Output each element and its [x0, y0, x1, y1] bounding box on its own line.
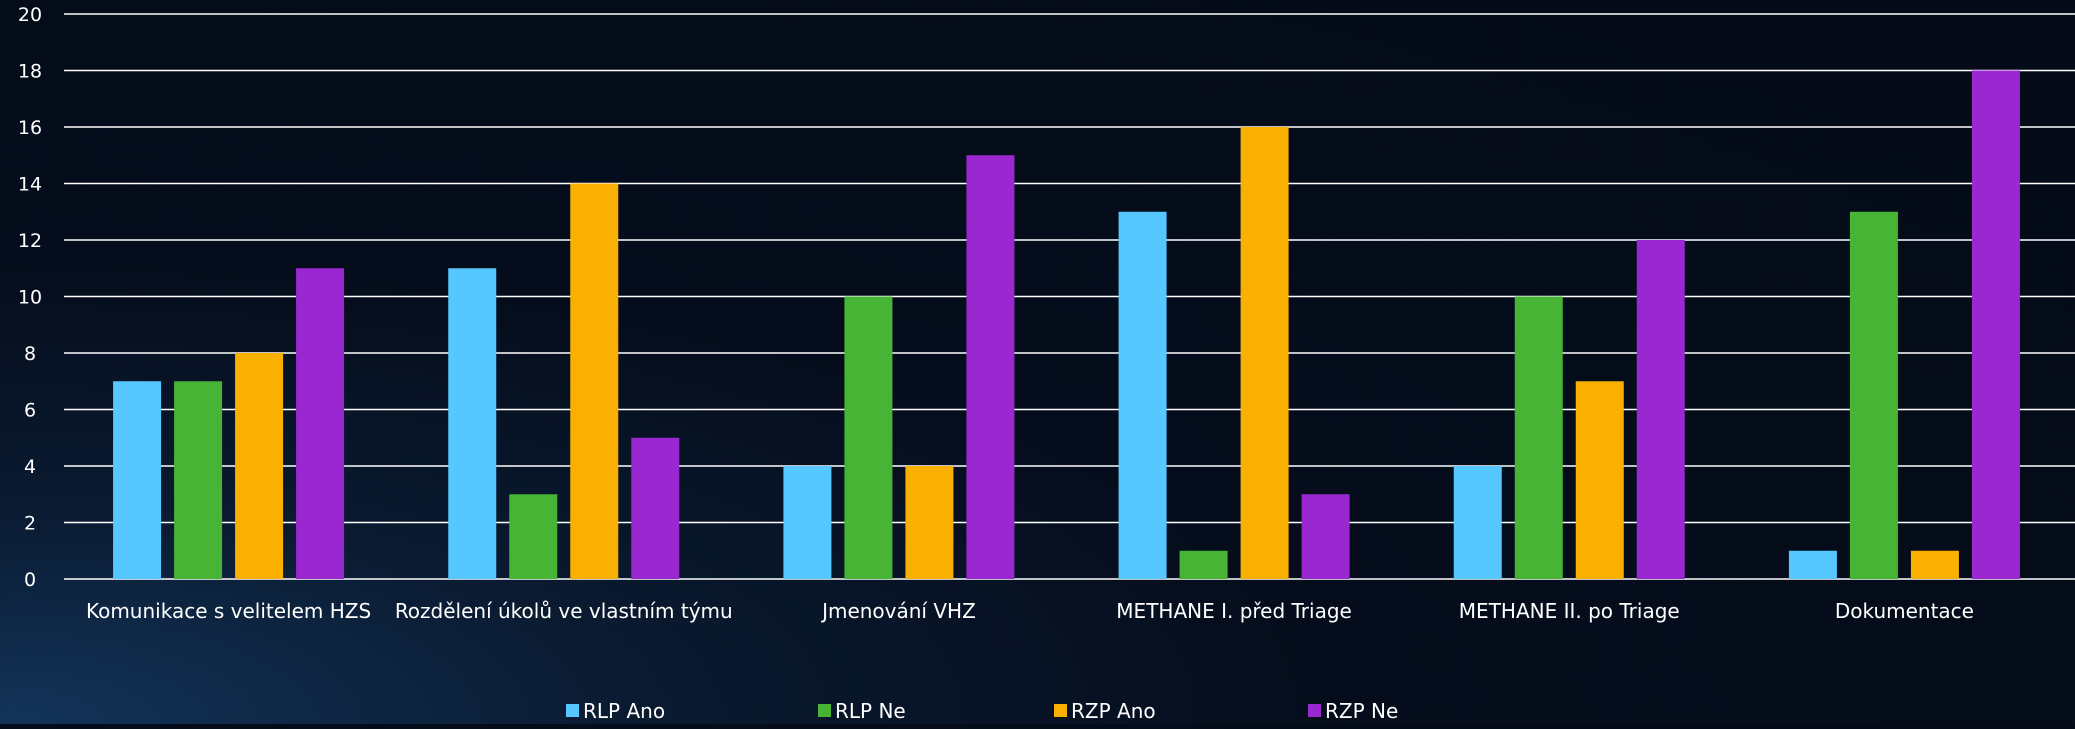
- bar-rlp-ano: [1788, 550, 1837, 579]
- bar-rlp-ano: [1118, 211, 1167, 579]
- y-tick-label: 16: [18, 117, 42, 139]
- legend-swatch: [566, 704, 579, 717]
- legend-swatch: [1054, 704, 1067, 717]
- bar-rlp-ne: [174, 381, 223, 579]
- legend-item: RLP Ano: [566, 699, 665, 723]
- y-tick-label: 4: [24, 456, 36, 478]
- y-tick-label: 10: [18, 287, 42, 309]
- legend-swatch: [1308, 704, 1321, 717]
- legend-item: RZP Ano: [1054, 699, 1156, 723]
- x-tick-label: Jmenování VHZ: [820, 599, 976, 623]
- bar-rlp-ano: [113, 381, 162, 579]
- x-tick-label: METHANE I. před Triage: [1116, 599, 1352, 623]
- bar-rzp-ano: [235, 353, 284, 579]
- y-tick-label: 14: [18, 174, 42, 196]
- y-tick-label: 20: [18, 4, 42, 26]
- y-tick-label: 18: [18, 61, 42, 83]
- bar-rzp-ne: [966, 155, 1015, 579]
- legend-label: RLP Ano: [583, 699, 665, 723]
- bar-rzp-ne: [1636, 240, 1685, 579]
- bar-rzp-ne: [1301, 494, 1350, 579]
- x-tick-label: Rozdělení úkolů ve vlastním týmu: [395, 599, 733, 623]
- bar-rzp-ne: [1971, 70, 2020, 579]
- bar-rzp-ne: [631, 437, 680, 579]
- bar-rlp-ano: [783, 466, 832, 579]
- legend-item: RZP Ne: [1308, 699, 1398, 723]
- y-tick-label: 6: [24, 400, 36, 422]
- bar-rzp-ano: [570, 183, 619, 579]
- bar-rlp-ne: [844, 296, 893, 579]
- y-tick-label: 8: [24, 343, 36, 365]
- legend-swatch: [818, 704, 831, 717]
- x-tick-label: Komunikace s velitelem HZS: [86, 599, 371, 623]
- y-axis-ticks: 0 2 4 6 8 10 12 14 16 18 20: [18, 4, 42, 591]
- bar-rlp-ne: [509, 494, 558, 579]
- x-axis-ticks: Komunikace s velitelem HZS Rozdělení úkol…: [86, 599, 1974, 623]
- bar-rzp-ano: [905, 466, 954, 579]
- bar-rzp-ano: [1575, 381, 1624, 579]
- legend: RLP Ano RLP Ne RZP Ano RZP Ne: [566, 699, 1398, 723]
- legend-item: RLP Ne: [818, 699, 906, 723]
- legend-label: RZP Ano: [1071, 699, 1156, 723]
- bar-rzp-ano: [1910, 550, 1959, 579]
- bar-rzp-ano: [1240, 127, 1289, 579]
- y-tick-label: 0: [24, 569, 36, 591]
- x-tick-label: Dokumentace: [1835, 599, 1974, 623]
- bar-rlp-ne: [1514, 296, 1563, 579]
- y-tick-label: 12: [18, 230, 42, 252]
- legend-label: RZP Ne: [1325, 699, 1398, 723]
- bar-rlp-ano: [1453, 466, 1502, 579]
- bars: [113, 70, 2020, 579]
- bar-rlp-ne: [1179, 550, 1228, 579]
- gridlines: [64, 13, 2075, 580]
- bar-rlp-ano: [448, 268, 497, 579]
- bar-rlp-ne: [1849, 211, 1898, 579]
- bar-rzp-ne: [296, 268, 345, 579]
- legend-label: RLP Ne: [835, 699, 906, 723]
- x-tick-label: METHANE II. po Triage: [1459, 599, 1680, 623]
- y-tick-label: 2: [24, 513, 36, 535]
